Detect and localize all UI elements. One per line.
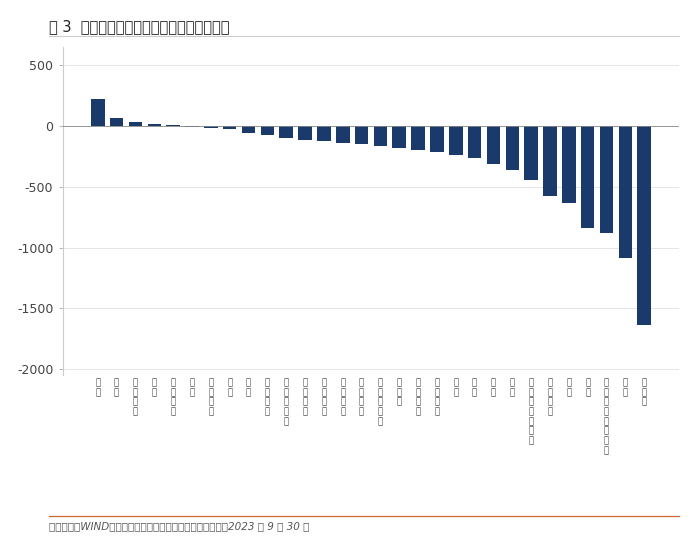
Bar: [355, 126, 368, 144]
Bar: [223, 126, 237, 129]
Bar: [279, 126, 293, 138]
Bar: [110, 118, 123, 126]
Bar: [600, 126, 613, 233]
Bar: [298, 126, 312, 140]
Text: 数据来源：WIND，上海证泰基金评价研究中心；数据截至：2023 年 9 月 30 日: 数据来源：WIND，上海证泰基金评价研究中心；数据截至：2023 年 9 月 3…: [49, 522, 309, 532]
Bar: [562, 126, 575, 203]
Bar: [543, 126, 556, 196]
Bar: [638, 126, 651, 326]
Bar: [505, 126, 519, 170]
Bar: [412, 126, 425, 150]
Bar: [91, 99, 104, 126]
Bar: [204, 126, 218, 128]
Bar: [260, 126, 274, 135]
Bar: [167, 125, 180, 126]
Bar: [374, 126, 387, 146]
Bar: [336, 126, 349, 143]
Bar: [241, 126, 255, 132]
Bar: [524, 126, 538, 179]
Bar: [581, 126, 594, 228]
Bar: [129, 123, 142, 126]
Bar: [449, 126, 463, 155]
Bar: [186, 126, 199, 127]
Bar: [317, 126, 330, 141]
Bar: [393, 126, 406, 148]
Text: 图 3  中信一级行业主动净买入情况（亿元）: 图 3 中信一级行业主动净买入情况（亿元）: [49, 19, 230, 34]
Bar: [486, 126, 500, 164]
Bar: [430, 126, 444, 152]
Bar: [468, 126, 482, 158]
Bar: [148, 124, 161, 126]
Bar: [619, 126, 632, 258]
